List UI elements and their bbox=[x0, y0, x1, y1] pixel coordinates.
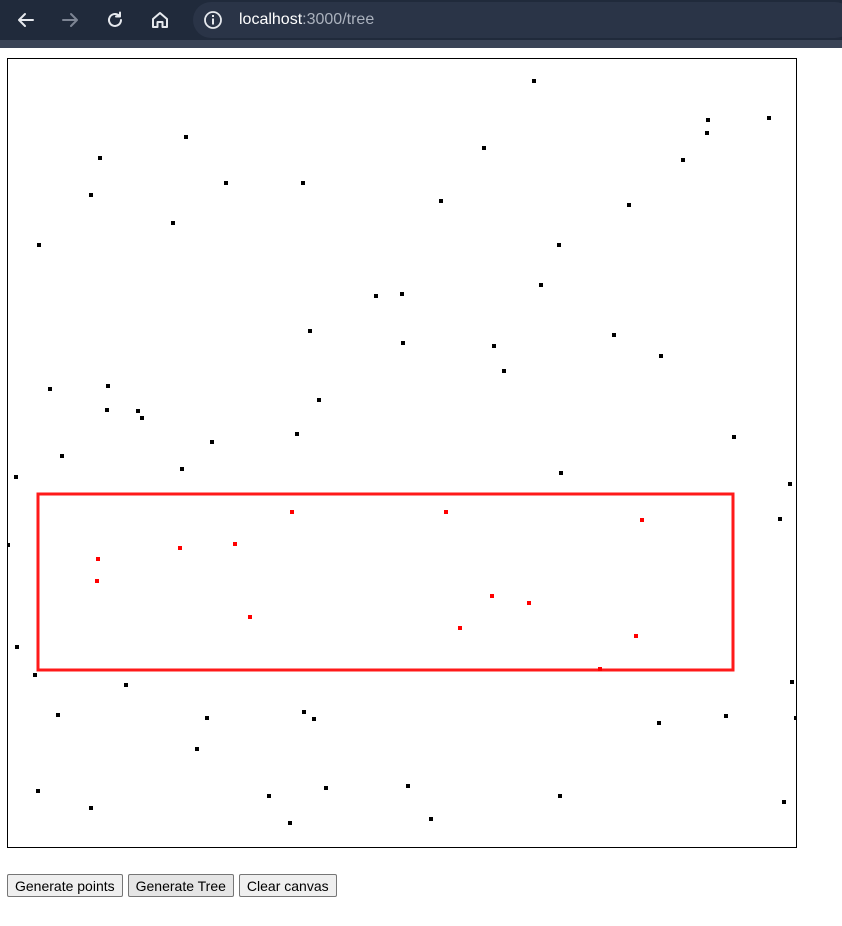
found-point bbox=[248, 615, 252, 619]
url-host: localhost bbox=[239, 11, 303, 28]
found-point bbox=[290, 510, 294, 514]
arrow-right-icon bbox=[62, 13, 78, 27]
point bbox=[539, 283, 543, 287]
point bbox=[557, 243, 561, 247]
found-point bbox=[444, 510, 448, 514]
point bbox=[98, 156, 102, 160]
point bbox=[482, 146, 486, 150]
point bbox=[295, 432, 299, 436]
canvas-drawing bbox=[8, 79, 796, 825]
query-rectangle bbox=[36, 492, 735, 672]
point bbox=[136, 409, 140, 413]
generate-tree-button[interactable]: Generate Tree bbox=[127, 874, 234, 897]
controls: Generate points Generate Tree Clear canv… bbox=[7, 874, 337, 897]
browser-toolbar: localhost:3000/tree bbox=[0, 0, 842, 40]
point bbox=[312, 717, 316, 721]
point bbox=[627, 203, 631, 207]
point bbox=[36, 789, 40, 793]
point bbox=[105, 408, 109, 412]
found-point bbox=[527, 601, 531, 605]
point bbox=[374, 294, 378, 298]
point bbox=[33, 673, 37, 677]
point bbox=[492, 344, 496, 348]
point bbox=[171, 221, 175, 225]
point bbox=[724, 714, 728, 718]
home-icon bbox=[152, 12, 168, 28]
point bbox=[60, 454, 64, 458]
point bbox=[612, 333, 616, 337]
home-button[interactable] bbox=[146, 6, 174, 34]
point bbox=[659, 354, 663, 358]
generate-points-button[interactable]: Generate points bbox=[7, 874, 123, 897]
point bbox=[195, 747, 199, 751]
point bbox=[439, 199, 443, 203]
point bbox=[184, 135, 188, 139]
point bbox=[324, 786, 328, 790]
point bbox=[205, 716, 209, 720]
point bbox=[140, 416, 144, 420]
found-point bbox=[95, 579, 99, 583]
point bbox=[56, 713, 60, 717]
tree-canvas[interactable] bbox=[7, 58, 797, 848]
url-path: :3000/tree bbox=[302, 11, 375, 28]
point bbox=[180, 467, 184, 471]
browser-toolbar-edge bbox=[0, 40, 842, 48]
point bbox=[429, 817, 433, 821]
point bbox=[267, 794, 271, 798]
point bbox=[210, 440, 214, 444]
point bbox=[89, 193, 93, 197]
point bbox=[401, 341, 405, 345]
found-point bbox=[233, 542, 237, 546]
clear-canvas-button[interactable]: Clear canvas bbox=[238, 874, 337, 897]
found-point bbox=[458, 626, 462, 630]
point bbox=[705, 131, 709, 135]
point bbox=[706, 118, 710, 122]
reload-icon bbox=[108, 11, 122, 27]
point bbox=[400, 292, 404, 296]
found-point bbox=[640, 518, 644, 522]
url-text[interactable]: localhost:3000/tree bbox=[239, 10, 374, 30]
point bbox=[732, 435, 736, 439]
point bbox=[302, 710, 306, 714]
point bbox=[106, 384, 110, 388]
point bbox=[224, 181, 228, 185]
point bbox=[8, 543, 10, 547]
info-icon[interactable] bbox=[203, 10, 223, 30]
point bbox=[767, 116, 771, 120]
point bbox=[301, 181, 305, 185]
point bbox=[48, 387, 52, 391]
point bbox=[558, 794, 562, 798]
found-point bbox=[178, 546, 182, 550]
forward-button[interactable] bbox=[56, 6, 84, 34]
point bbox=[502, 369, 506, 373]
point bbox=[406, 784, 410, 788]
found-point bbox=[490, 594, 494, 598]
point bbox=[559, 471, 563, 475]
found-point bbox=[634, 634, 638, 638]
found-point bbox=[598, 667, 602, 671]
point bbox=[288, 821, 292, 825]
point bbox=[532, 79, 536, 83]
point bbox=[15, 645, 19, 649]
point bbox=[124, 683, 128, 687]
point bbox=[37, 243, 41, 247]
point bbox=[308, 329, 312, 333]
found-point bbox=[96, 557, 100, 561]
reload-button[interactable] bbox=[101, 6, 129, 34]
point bbox=[681, 158, 685, 162]
point bbox=[317, 398, 321, 402]
point bbox=[89, 806, 93, 810]
point bbox=[788, 482, 792, 486]
back-button[interactable] bbox=[12, 6, 40, 34]
arrow-left-icon bbox=[18, 13, 34, 27]
point bbox=[782, 800, 786, 804]
point bbox=[657, 721, 661, 725]
point bbox=[14, 475, 18, 479]
point bbox=[778, 517, 782, 521]
point bbox=[794, 716, 796, 720]
point bbox=[790, 680, 794, 684]
address-bar[interactable]: localhost:3000/tree bbox=[193, 2, 842, 38]
